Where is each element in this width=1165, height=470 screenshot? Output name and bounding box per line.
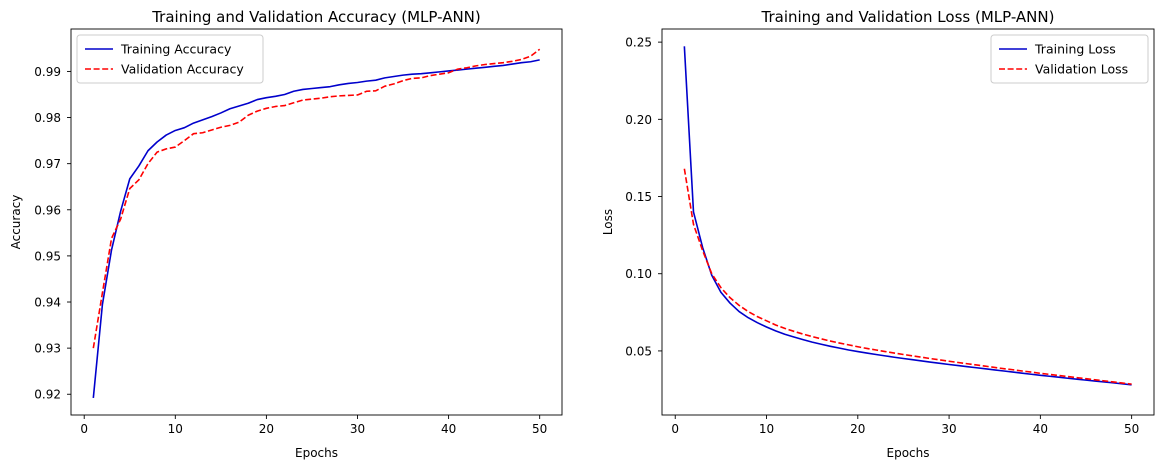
series-line-0 bbox=[92, 59, 540, 399]
y-tick-label: 0.93 bbox=[34, 342, 61, 356]
x-tick-label: 20 bbox=[259, 422, 274, 436]
x-tick-label: 30 bbox=[350, 422, 365, 436]
y-tick-label: 0.10 bbox=[625, 267, 652, 281]
legend: Training Loss Validation Loss bbox=[990, 34, 1149, 84]
y-tick-label: 0.15 bbox=[625, 190, 652, 204]
chart-title: Training and Validation Accuracy (MLP-AN… bbox=[151, 8, 481, 26]
legend-label: Training Accuracy bbox=[120, 42, 232, 57]
series-line-1 bbox=[683, 168, 1132, 385]
legend-box bbox=[76, 34, 264, 84]
x-axis-label: Epochs bbox=[295, 446, 338, 460]
y-tick-label: 0.95 bbox=[34, 249, 61, 263]
x-tick-label: 10 bbox=[759, 422, 774, 436]
y-tick-label: 0.98 bbox=[34, 111, 61, 125]
x-axis-label: Epochs bbox=[887, 446, 930, 460]
plot-frame bbox=[70, 28, 563, 416]
y-tick-label: 0.94 bbox=[34, 296, 61, 310]
x-tick-label: 0 bbox=[80, 422, 88, 436]
legend-label: Training Loss bbox=[1034, 42, 1116, 57]
x-tick-label: 50 bbox=[1124, 422, 1139, 436]
y-tick-label: 0.92 bbox=[34, 388, 61, 402]
chart-title: Training and Validation Loss (MLP-ANN) bbox=[761, 8, 1055, 26]
y-tick-label: 0.05 bbox=[625, 344, 652, 358]
y-tick-label: 0.25 bbox=[625, 36, 652, 50]
series-line-1 bbox=[92, 48, 541, 349]
loss-chart: Training and Validation Loss (MLP-ANN) 0 1… bbox=[601, 8, 1155, 460]
plot-frame bbox=[661, 28, 1155, 416]
accuracy-chart: Training and Validation Accuracy (MLP-AN… bbox=[9, 8, 563, 460]
legend-box bbox=[990, 34, 1149, 84]
y-axis-label: Accuracy bbox=[9, 195, 23, 250]
x-tick-label: 10 bbox=[168, 422, 183, 436]
y-tick-label: 0.97 bbox=[34, 157, 61, 171]
y-tick-label: 0.99 bbox=[34, 65, 61, 79]
legend-label: Validation Loss bbox=[1035, 62, 1128, 77]
x-tick-label: 40 bbox=[441, 422, 456, 436]
legend: Training Accuracy Validation Accuracy bbox=[76, 34, 264, 84]
y-axis-label: Loss bbox=[601, 209, 615, 235]
y-tick-label: 0.96 bbox=[34, 203, 61, 217]
x-tick-label: 20 bbox=[850, 422, 865, 436]
x-tick-label: 30 bbox=[941, 422, 956, 436]
y-tick-label: 0.20 bbox=[625, 113, 652, 127]
series-line-0 bbox=[683, 46, 1132, 386]
x-tick-label: 40 bbox=[1033, 422, 1048, 436]
x-tick-label: 0 bbox=[671, 422, 679, 436]
x-tick-label: 50 bbox=[532, 422, 547, 436]
legend-label: Validation Accuracy bbox=[121, 62, 244, 77]
